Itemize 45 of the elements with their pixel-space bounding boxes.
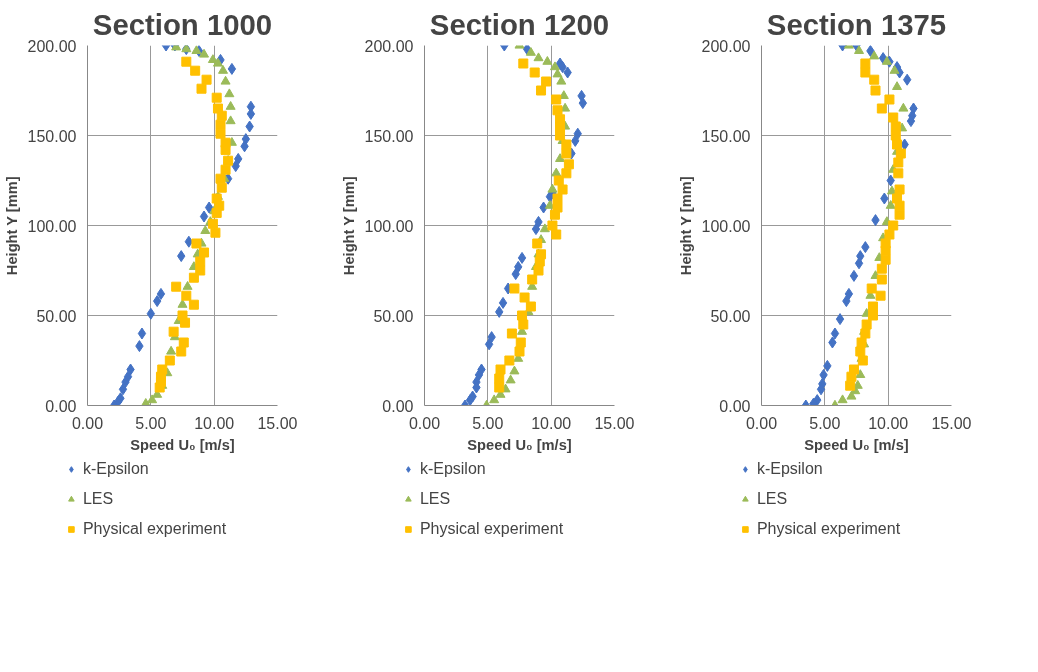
y-tick-label: 50.00: [373, 307, 414, 325]
y-tick-label: 200.00: [27, 37, 77, 55]
y-tick-label: 50.00: [36, 307, 77, 325]
y-axis-title: Height Y [mm]: [3, 176, 20, 276]
x-axis-title: Speed U₀ [m/s]: [467, 436, 572, 453]
y-tick-label: 100.00: [27, 217, 77, 235]
x-tick-label: 0.00: [745, 414, 778, 432]
x-tick-label: 15.00: [594, 414, 635, 432]
legend-label: Physical experiment: [756, 520, 901, 538]
y-tick-label: 0.00: [45, 397, 77, 415]
x-axis-title: Speed U₀ [m/s]: [130, 436, 235, 453]
y-tick-label: 200.00: [364, 37, 414, 55]
legend-label: Physical experiment: [419, 520, 564, 538]
y-tick-label: 100.00: [701, 217, 751, 235]
x-tick-label: 5.00: [135, 414, 167, 432]
legend-label: k-Epsilon: [419, 460, 486, 478]
y-tick-label: 0.00: [719, 397, 751, 415]
legend-label: k-Epsilon: [82, 460, 149, 478]
x-tick-label: 5.00: [809, 414, 841, 432]
legend-label: LES: [82, 490, 114, 508]
y-tick-label: 150.00: [701, 127, 751, 145]
x-tick-label: 15.00: [931, 414, 972, 432]
chart-title: Section 1375: [766, 7, 947, 41]
chart-title: Section 1200: [429, 7, 610, 41]
legend-label: Physical experiment: [82, 520, 227, 538]
legend-label: k-Epsilon: [756, 460, 823, 478]
x-axis-title: Speed U₀ [m/s]: [804, 436, 909, 453]
y-tick-label: 200.00: [701, 37, 751, 55]
x-tick-label: 10.00: [868, 414, 909, 432]
x-tick-label: 0.00: [71, 414, 104, 432]
x-tick-label: 10.00: [531, 414, 572, 432]
y-tick-label: 150.00: [27, 127, 77, 145]
y-tick-label: 0.00: [382, 397, 414, 415]
x-tick-label: 5.00: [472, 414, 504, 432]
y-tick-label: 150.00: [364, 127, 414, 145]
x-tick-label: 0.00: [408, 414, 441, 432]
x-tick-label: 10.00: [194, 414, 235, 432]
y-axis-title: Height Y [mm]: [340, 176, 357, 276]
y-tick-label: 50.00: [710, 307, 751, 325]
y-axis-title: Height Y [mm]: [677, 176, 694, 276]
y-tick-label: 100.00: [364, 217, 414, 235]
legend-label: LES: [756, 490, 788, 508]
x-tick-label: 15.00: [257, 414, 298, 432]
legend-label: LES: [419, 490, 451, 508]
chart-title: Section 1000: [92, 7, 273, 41]
